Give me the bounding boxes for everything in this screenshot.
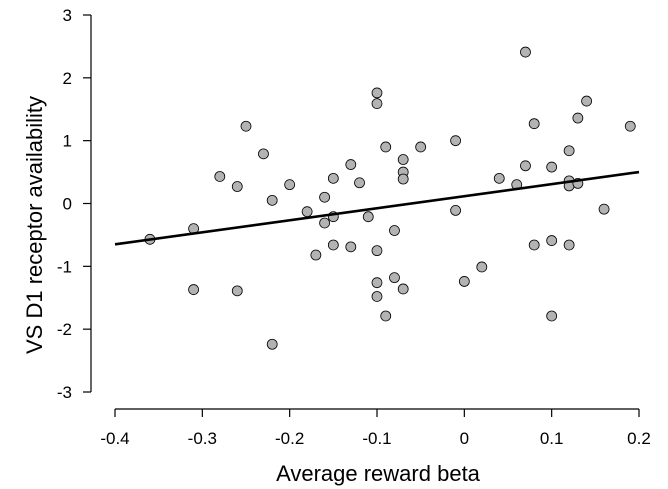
data-point: [319, 217, 331, 229]
data-point: [493, 172, 505, 184]
data-point: [231, 181, 243, 192]
data-point: [240, 120, 252, 132]
data-point: [450, 205, 462, 216]
data-point: [546, 161, 558, 173]
data-point: [581, 95, 592, 107]
data-points: [144, 46, 636, 350]
data-point: [327, 172, 339, 184]
data-point: [389, 225, 400, 236]
data-point: [371, 245, 383, 257]
y-tick-label: 3: [63, 6, 72, 25]
data-point: [371, 98, 383, 109]
data-point: [520, 46, 531, 58]
regression-line: [114, 170, 640, 246]
data-point: [371, 291, 383, 302]
data-point: [284, 179, 296, 191]
data-point: [397, 173, 409, 185]
y-axis-title: VS D1 receptor availability: [22, 96, 47, 354]
y-tick-label: 0: [63, 195, 72, 214]
data-point: [380, 310, 392, 322]
data-point: [345, 159, 357, 170]
data-point: [546, 235, 558, 246]
data-point: [310, 249, 322, 261]
x-tick-label: -0.4: [100, 429, 129, 448]
data-point: [258, 148, 269, 160]
data-point: [362, 211, 374, 223]
data-point: [214, 171, 226, 182]
data-point: [520, 160, 531, 172]
data-point: [266, 338, 278, 350]
data-point: [266, 194, 278, 206]
y-tick-label: -2: [57, 320, 72, 339]
x-tick-label: 0.2: [627, 429, 651, 448]
data-point: [389, 272, 400, 284]
data-point: [458, 276, 470, 287]
data-point: [563, 145, 575, 157]
regression-line-group: [114, 170, 640, 246]
data-point: [301, 206, 313, 218]
y-axis: -3 -2 -1 0 1 2 3: [57, 6, 92, 402]
data-point: [231, 285, 243, 297]
data-point: [476, 261, 488, 273]
data-point: [415, 141, 427, 153]
data-point: [327, 239, 339, 251]
y-tick-label: -3: [57, 383, 72, 402]
data-point: [345, 241, 357, 253]
data-point: [397, 283, 409, 295]
data-point: [563, 239, 575, 251]
data-point: [371, 87, 383, 99]
x-tick-label: 0: [460, 429, 469, 448]
data-point: [528, 239, 540, 251]
x-tick-label: 0.1: [540, 429, 564, 448]
data-point: [450, 135, 462, 147]
data-point: [188, 284, 200, 295]
x-axis-title: Average reward beta: [276, 461, 481, 486]
data-point: [397, 154, 409, 165]
data-point: [380, 141, 392, 153]
data-point: [546, 310, 558, 322]
data-point: [319, 191, 331, 203]
data-point: [572, 112, 584, 124]
y-tick-label: 1: [63, 132, 72, 151]
x-tick-label: -0.3: [188, 429, 217, 448]
y-tick-label: 2: [63, 69, 72, 88]
data-point: [598, 203, 610, 215]
x-tick-label: -0.1: [362, 429, 391, 448]
data-point: [528, 118, 540, 130]
data-point: [371, 277, 383, 289]
x-axis: -0.4 -0.3 -0.2 -0.1 0 0.1 0.2: [100, 408, 651, 448]
data-point: [624, 120, 636, 132]
data-point: [354, 177, 365, 189]
x-tick-label: -0.2: [275, 429, 304, 448]
y-tick-label: -1: [57, 257, 72, 276]
